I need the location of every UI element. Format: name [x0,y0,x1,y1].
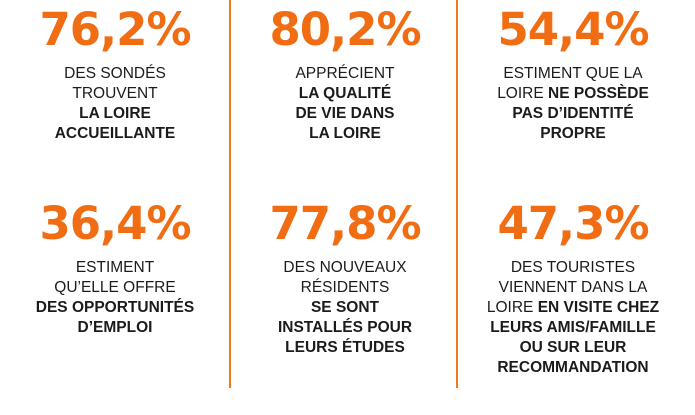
stat-description: DES SONDÉS TROUVENT LA LOIRE ACCUEILLANTE [2,64,228,144]
description-text: DES NOUVEAUX [283,259,407,276]
stat-block-identity: 54,4% ESTIMENT QUE LA LOIRE NE POSSÈDE PAS… [460,0,686,144]
stat-block-quality-of-life: 80,2% APPRÉCIENT LA QUALITÉ DE VIE DANS LA … [232,0,458,144]
description-line: DES OPPORTUNITÉS [2,298,228,318]
description-line: LA QUALITÉ [232,84,458,104]
description-text-bold: INSTALLÉS POUR [277,319,413,336]
description-text-bold: LA LOIRE [309,125,381,142]
description-text: APPRÉCIENT [295,65,395,82]
description-text-bold: NE POSSÈDE [548,85,649,102]
column-divider-right [456,0,458,388]
description-line: VIENNENT DANS LA [460,278,686,298]
stat-value: 77,8% [269,197,421,250]
description-line: SE SONT [232,298,458,318]
description-text: TROUVENT [72,85,158,102]
description-line: TROUVENT [2,84,228,104]
description-text-bold: LA QUALITÉ [298,85,392,102]
description-text: QU’ELLE OFFRE [54,279,176,296]
description-text: ESTIMENT QUE LA [503,65,643,82]
stat-description: DES TOURISTES VIENNENT DANS LA LOIRE EN VI… [460,258,686,378]
description-line: INSTALLÉS POUR [232,318,458,338]
description-line: PROPRE [460,124,686,144]
stat-block-employment: 36,4% ESTIMENT QU’ELLE OFFRE DES OPPORTUNI… [2,194,228,338]
description-line: DE VIE DANS [232,104,458,124]
description-text-bold: RECOMMANDATION [497,359,649,376]
stat-value: 54,4% [497,3,649,56]
description-text-bold: D’EMPLOI [77,319,153,336]
stat-description: ESTIMENT QUE LA LOIRE NE POSSÈDE PAS D’IDE… [460,64,686,144]
stat-description: ESTIMENT QU’ELLE OFFRE DES OPPORTUNITÉS D’E… [2,258,228,338]
stat-value: 47,3% [497,197,649,250]
description-line: RÉSIDENTS [232,278,458,298]
description-text-bold: SE SONT [310,299,380,316]
description-line: DES TOURISTES [460,258,686,278]
description-text-bold: ACCUEILLANTE [54,125,176,142]
description-line: ESTIMENT [2,258,228,278]
description-line: LEURS ÉTUDES [232,338,458,358]
description-text-bold: LEURS AMIS/FAMILLE [490,319,656,336]
description-line: OU SUR LEUR [460,338,686,358]
description-text-bold: DE VIE DANS [295,105,395,122]
stat-description: APPRÉCIENT LA QUALITÉ DE VIE DANS LA LOIRE [232,64,458,144]
description-line: QU’ELLE OFFRE [2,278,228,298]
description-line: LOIRE NE POSSÈDE [460,84,686,104]
stat-block-welcoming: 76,2% DES SONDÉS TROUVENT LA LOIRE ACCUEILL… [2,0,228,144]
stat-value: 76,2% [39,3,191,56]
description-line: D’EMPLOI [2,318,228,338]
column-divider-left [229,0,231,388]
description-line: RECOMMANDATION [460,358,686,378]
description-text-bold: PROPRE [540,125,606,142]
description-line: LEURS AMIS/FAMILLE [460,318,686,338]
description-text: ESTIMENT [75,259,155,276]
description-line: LOIRE EN VISITE CHEZ [460,298,686,318]
stat-description: DES NOUVEAUX RÉSIDENTS SE SONT INSTALLÉS PO… [232,258,458,358]
description-line: PAS D’IDENTITÉ [460,104,686,124]
description-text-bold: LEURS ÉTUDES [285,339,405,356]
stat-value: 36,4% [39,197,191,250]
description-text-bold: LA LOIRE [79,105,151,122]
description-line: ACCUEILLANTE [2,124,228,144]
description-line: LA LOIRE [232,124,458,144]
description-text-bold: OU SUR LEUR [519,339,627,356]
stat-block-new-residents: 77,8% DES NOUVEAUX RÉSIDENTS SE SONT INSTAL… [232,194,458,358]
description-line: DES SONDÉS [2,64,228,84]
description-text: RÉSIDENTS [300,279,390,296]
description-line: DES NOUVEAUX [232,258,458,278]
description-line: APPRÉCIENT [232,64,458,84]
description-text-bold: DES OPPORTUNITÉS [35,299,195,316]
description-text-bold: EN VISITE CHEZ [537,299,660,316]
stat-value: 80,2% [269,3,421,56]
description-text: LOIRE [497,85,549,102]
description-line: ESTIMENT QUE LA [460,64,686,84]
description-text: DES TOURISTES [510,259,636,276]
description-line: LA LOIRE [2,104,228,124]
description-text: VIENNENT DANS LA [498,279,648,296]
description-text: DES SONDÉS [64,65,166,82]
stat-block-tourists: 47,3% DES TOURISTES VIENNENT DANS LA LOIRE… [460,194,686,378]
description-text: LOIRE [486,299,538,316]
description-text-bold: PAS D’IDENTITÉ [512,105,634,122]
